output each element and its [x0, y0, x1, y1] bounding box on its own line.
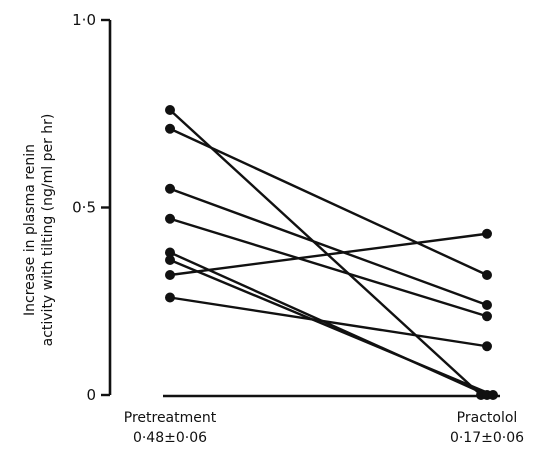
- series-line: [169, 296, 488, 348]
- data-point-pretreatment: [165, 292, 175, 303]
- y-axis-label: Increase in plasma renin activity with t…: [22, 114, 56, 347]
- data-point-pretreatment: [165, 123, 175, 134]
- series-points: [165, 105, 498, 400]
- data-point-practolol: [482, 311, 492, 322]
- data-point-practolol: [482, 341, 492, 352]
- y-tick-label: 1·0: [72, 11, 96, 29]
- y-tick-label: 0: [86, 386, 96, 404]
- data-point-practolol: [482, 270, 492, 280]
- series-lines: [169, 109, 494, 397]
- data-point-pretreatment: [165, 213, 175, 224]
- series-line: [169, 232, 488, 277]
- series-line: [169, 258, 494, 397]
- y-axis-label-line-2: activity with tilting (ng/ml per hr): [40, 114, 56, 347]
- series-line: [169, 109, 482, 396]
- data-point-pretreatment: [165, 105, 175, 115]
- series-line: [169, 187, 488, 307]
- y-axis-label-line-1: Increase in plasma renin: [22, 144, 38, 316]
- data-point-pretreatment: [165, 247, 175, 258]
- x-category-label: Pretreatment: [124, 410, 217, 426]
- y-tick-label: 0·5: [72, 199, 96, 217]
- x-category-summary: 0·17±0·06: [450, 430, 524, 446]
- data-point-practolol: [482, 300, 492, 310]
- series-line: [169, 217, 488, 318]
- data-point-pretreatment: [165, 255, 175, 265]
- data-point-pretreatment: [165, 183, 175, 194]
- x-category-label: Practolol: [457, 410, 518, 426]
- category-labels: Pretreatment 0·48±0·06 Practolol 0·17±0·06: [124, 410, 524, 446]
- x-category-summary: 0·48±0·06: [133, 430, 207, 446]
- data-point-practolol: [488, 390, 498, 400]
- series-line: [169, 127, 488, 277]
- y-tick-group: 0 0·5 1·0: [72, 11, 110, 404]
- data-point-practolol: [482, 228, 492, 239]
- data-point-pretreatment: [165, 270, 175, 280]
